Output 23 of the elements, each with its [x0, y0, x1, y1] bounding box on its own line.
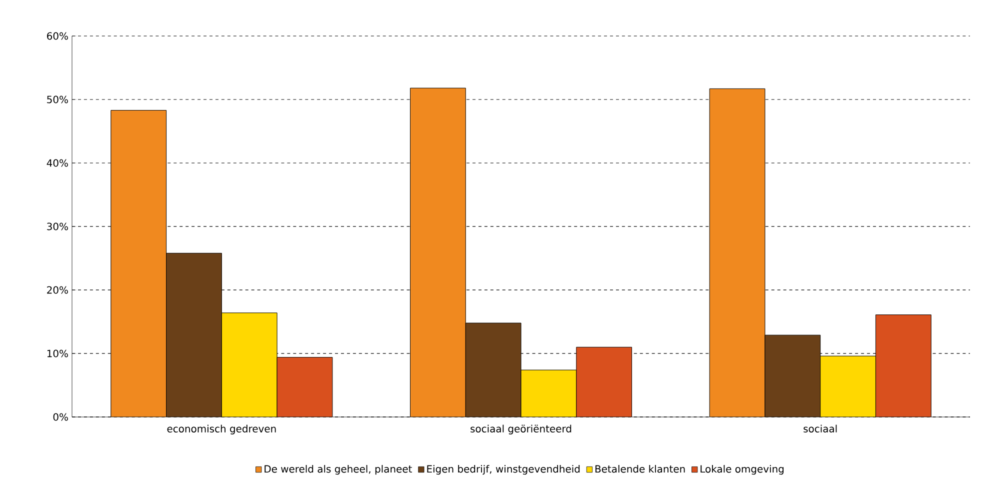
bar: [709, 88, 766, 417]
y-tick-label: 0%: [53, 413, 68, 421]
legend-label: De wereld als geheel, planeet: [264, 464, 412, 475]
bar: [466, 323, 522, 417]
x-tick-label: sociaal geöriënteerd: [470, 424, 572, 434]
y-tick-label: 40%: [46, 159, 68, 167]
bar: [277, 357, 332, 417]
legend-label: Eigen bedrijf, winstgevendheid: [427, 464, 580, 475]
y-tick-label: 60%: [47, 32, 68, 40]
x-tick-label: economisch gedreven: [167, 424, 276, 434]
legend-label: Lokale omgeving: [700, 464, 784, 475]
legend-label: Betalende klanten: [595, 464, 685, 473]
bar: [576, 347, 632, 417]
bar: [110, 110, 166, 417]
bar: [764, 334, 821, 417]
bar: [875, 314, 932, 417]
y-tick-label: 10%: [47, 350, 68, 358]
bar: [166, 253, 222, 417]
y-tick-label: 50%: [47, 96, 68, 104]
y-tick-label: 30%: [47, 222, 68, 230]
bar: [410, 88, 466, 417]
x-tick-label: sociaal: [804, 424, 837, 432]
y-tick-label: 20%: [47, 286, 68, 294]
